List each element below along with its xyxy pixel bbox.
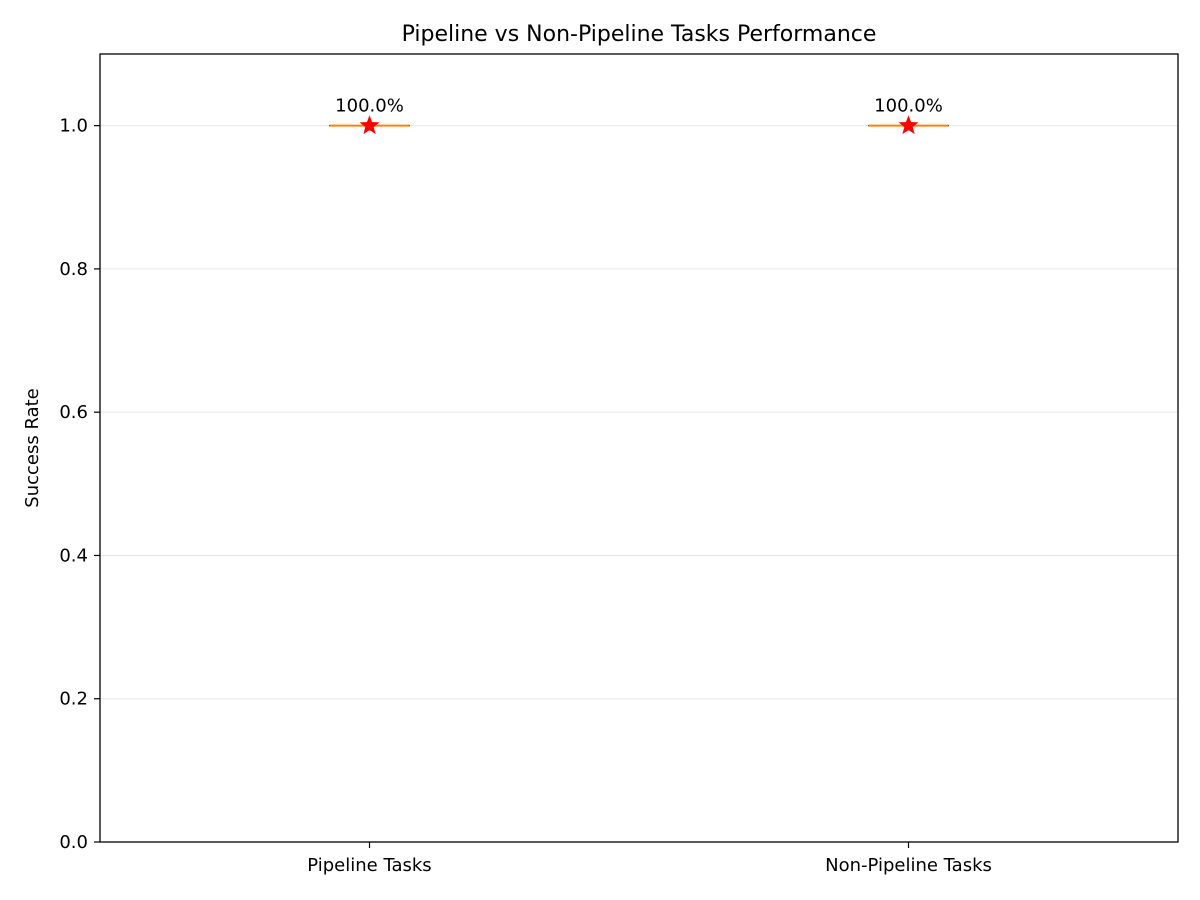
mean-data-label: 100.0% — [874, 96, 943, 117]
y-tick-label: 1.0 — [59, 116, 88, 137]
y-axis-label: Success Rate — [22, 388, 43, 507]
y-tick-label: 0.6 — [59, 402, 88, 423]
y-tick-label: 0.4 — [59, 545, 88, 566]
mean-data-label: 100.0% — [335, 96, 404, 117]
x-tick-label: Pipeline Tasks — [307, 855, 431, 876]
y-tick-label: 0.0 — [59, 832, 88, 853]
y-tick-label: 0.8 — [59, 259, 88, 280]
chart-title: Pipeline vs Non-Pipeline Tasks Performan… — [402, 22, 877, 47]
y-tick-label: 0.2 — [59, 689, 88, 710]
x-tick-label: Non-Pipeline Tasks — [825, 855, 992, 876]
